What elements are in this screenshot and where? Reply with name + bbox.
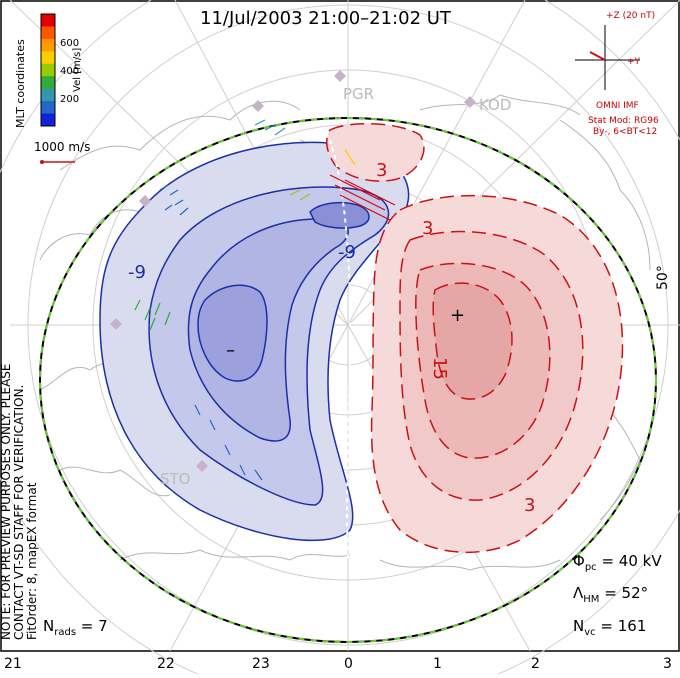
plot-frame [0,0,680,652]
preview-note-line2: FitOrder: 8, mapEX format [25,482,39,640]
cross-polar-potential-value: 40 kV [618,552,662,570]
color-scale-segment [41,101,55,115]
color-scale-segment [41,14,55,27]
vector-count: Nvc = 161 [573,617,647,638]
color-scale-segment [41,88,55,102]
mlt-tick-2: 2 [531,656,540,672]
radar-count-value: 7 [98,617,108,635]
color-scale-title: Vel [m/s] [72,47,83,92]
hm-latitude-value: 52° [621,584,649,602]
station-label-sto: STO [160,470,191,488]
color-scale-segment [41,76,55,90]
station-label-pgr: PGR [343,85,375,103]
vector-cluster-3 [194,404,263,481]
contour-label-pos-bottom: 3 [524,495,536,516]
contour-label-pos-center: 15 [428,357,450,380]
color-scale-tick-200: 200 [60,94,80,105]
color-scale-tick-400: 400 [60,66,80,77]
vector-cluster-4 [254,119,286,136]
vector-cluster-2 [134,299,171,331]
imf-source: OMNI IMF [596,101,639,111]
vector-count-value: 161 [617,617,647,635]
color-scale-segment [41,26,55,40]
hm-boundary-green [39,117,657,643]
map-title: 11/Jul/2003 21:00–21:02 UT [200,8,451,29]
hm-latitude: ΛHM = 52° [573,584,649,605]
color-scale-segment [41,51,55,65]
cross-polar-potential: Φpc = 40 kV [573,552,662,573]
mlt-tick-21: 21 [4,656,22,672]
mlt-tick-3: 3 [663,656,672,672]
velocity-vectors [134,119,396,481]
radar-count: Nrads = 7 [43,617,108,638]
mlt-tick-23: 23 [252,656,270,672]
vector-cluster-6 [329,174,396,221]
positive-cell [325,122,624,554]
contour-label-neg-outer: -9 [128,262,146,283]
coordinate-label: MLT coordinates [14,39,27,128]
mlt-tick-22: 22 [157,656,175,672]
imf-clock [575,25,640,90]
mlt-tick-0: 0 [344,656,353,672]
stat-model: Stat Mod: RG96 [588,116,659,126]
vector-cluster-1 [159,184,189,216]
contour-label-neg-inner: -9 [338,242,356,263]
imf-condition: By-, 6<BT<12 [593,127,658,137]
latitude-label: 50° [655,265,671,290]
potential-maximum-marker: + [450,305,466,326]
color-scale-segment [41,113,55,127]
color-scale-tick-600: 600 [60,38,80,49]
negative-cell [99,141,410,542]
color-scale-segment [41,38,55,52]
mlt-tick-1: 1 [433,656,442,672]
color-scale-bar [40,13,56,127]
contour-label-pos-right: 3 [422,218,434,239]
color-scale-segment [41,63,55,77]
station-label-kod: KOD [479,96,512,114]
imf-z-label: +Z (20 nT) [606,11,656,21]
preview-note: NOTE: FOR PREVIEW PURPOSES ONLY. PLEASE … [0,310,39,640]
vector-cluster-5 [289,189,311,201]
station-markers [110,70,476,472]
preview-note-line1: NOTE: FOR PREVIEW PURPOSES ONLY. PLEASE … [0,363,26,640]
vector-cluster-7 [344,149,356,166]
color-scale-outline [40,13,56,127]
contour-label-pos-top: 3 [376,160,388,181]
imf-y-label: +Y [627,57,641,67]
potential-minimum-marker: – [226,340,235,361]
reference-vector-label: 1000 m/s [34,140,91,154]
